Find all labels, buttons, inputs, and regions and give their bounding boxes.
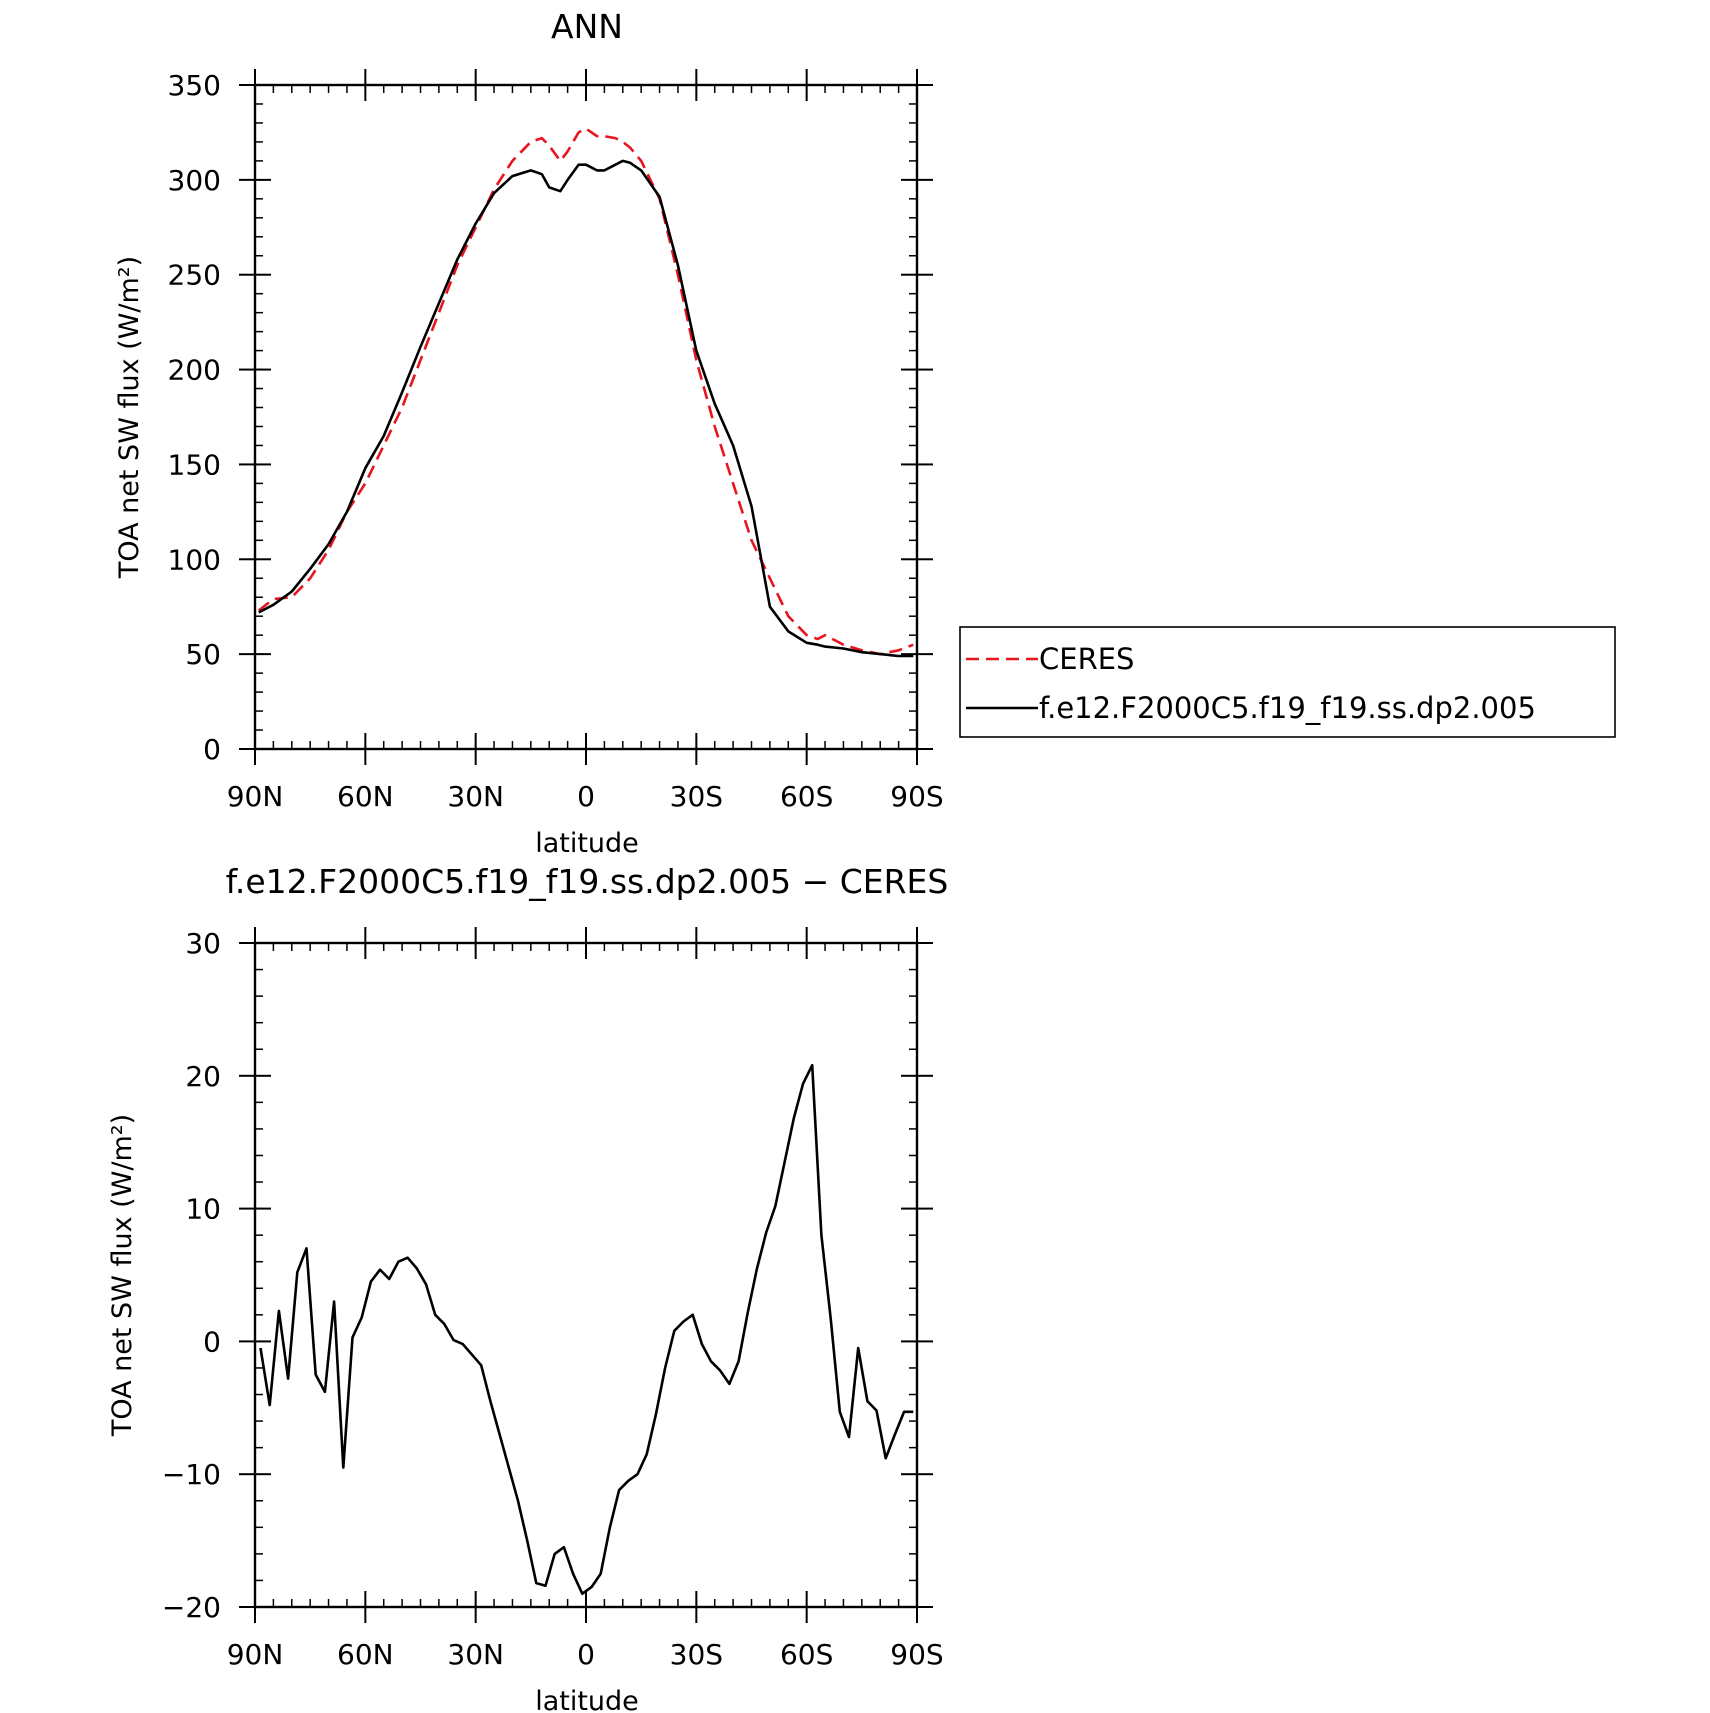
y-tick-label: 50 — [185, 638, 221, 671]
series-line-model — [259, 1063, 914, 1595]
x-tick-label: 60S — [780, 780, 833, 813]
series-lines — [259, 1063, 914, 1595]
x-tick-label: 30S — [670, 1638, 723, 1671]
x-tick-label: 30S — [670, 780, 723, 813]
legend-label-ceres: CERES — [1039, 642, 1134, 676]
y-tick-label: 350 — [168, 69, 221, 102]
y-axis-label: TOA net SW flux (W/m²) — [114, 256, 145, 579]
x-tick-label: 60N — [337, 1638, 394, 1671]
series-line-model — [258, 159, 914, 658]
x-tick-label: 90S — [890, 780, 943, 813]
y-tick-label: 30 — [185, 927, 221, 960]
panel-title: ANN — [551, 7, 623, 46]
plot-frame — [253, 83, 919, 751]
flux-panel: ANN 90N 60N 30N 0 30S 60S 90S 0 50 100 150 200 250 30… — [114, 7, 1616, 859]
panel-title: f.e12.F2000C5.f19_f19.ss.dp2.005 − CERES — [226, 862, 949, 901]
x-tick-label: 30N — [447, 780, 504, 813]
series-line-ceres — [257, 127, 914, 656]
y-tick-label: 300 — [168, 164, 221, 197]
y-tick-label: −10 — [162, 1458, 221, 1491]
axes-ticks: 90N 60N 30N 0 30S 60S 90S 0 50 100 150 200 250 300 350 — [168, 69, 944, 813]
y-tick-label: 10 — [185, 1193, 221, 1226]
x-tick-label: 90N — [227, 780, 284, 813]
y-tick-label: 250 — [168, 259, 221, 292]
x-tick-label: 90S — [890, 1638, 943, 1671]
y-tick-label: 200 — [168, 354, 221, 387]
y-tick-label: 0 — [203, 1325, 221, 1358]
legend: CERES f.e12.F2000C5.f19_f19.ss.dp2.005 — [959, 626, 1616, 738]
y-tick-label: 0 — [203, 733, 221, 766]
y-tick-label: 150 — [168, 448, 221, 481]
x-tick-label: 30N — [447, 1638, 504, 1671]
x-axis-label: latitude — [535, 1686, 639, 1713]
y-tick-label: −20 — [162, 1591, 221, 1624]
plot-frame — [253, 941, 919, 1609]
x-tick-label: 60N — [337, 780, 394, 813]
series-lines — [257, 127, 914, 658]
y-axis-label: TOA net SW flux (W/m²) — [107, 1114, 138, 1437]
x-tick-label: 0 — [577, 1638, 595, 1671]
x-tick-label: 90N — [227, 1638, 284, 1671]
y-tick-label: 20 — [185, 1060, 221, 1093]
legend-label-model: f.e12.F2000C5.f19_f19.ss.dp2.005 — [1039, 691, 1536, 725]
x-tick-label: 60S — [780, 1638, 833, 1671]
y-tick-label: 100 — [168, 543, 221, 576]
legend-box — [959, 626, 1616, 738]
x-tick-label: 0 — [577, 780, 595, 813]
difference-panel: f.e12.F2000C5.f19_f19.ss.dp2.005 − CERES… — [107, 862, 948, 1713]
x-axis-label: latitude — [535, 828, 639, 859]
